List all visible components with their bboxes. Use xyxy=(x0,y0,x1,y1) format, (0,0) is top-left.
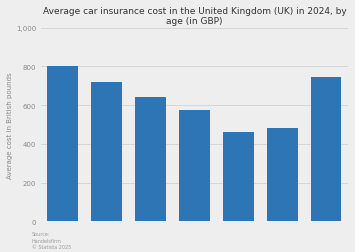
Bar xyxy=(48,67,78,222)
Y-axis label: Average cost in British pounds: Average cost in British pounds xyxy=(7,72,13,178)
Bar xyxy=(135,98,166,222)
Title: Average car insurance cost in the United Kingdom (UK) in 2024, by age (in GBP): Average car insurance cost in the United… xyxy=(43,7,346,26)
Bar xyxy=(179,110,210,222)
Text: Source:
Handelsfirm
© Statista 2025: Source: Handelsfirm © Statista 2025 xyxy=(32,231,71,249)
Bar xyxy=(267,129,297,222)
Bar xyxy=(223,133,254,222)
Bar xyxy=(311,78,342,222)
Bar xyxy=(91,82,122,222)
